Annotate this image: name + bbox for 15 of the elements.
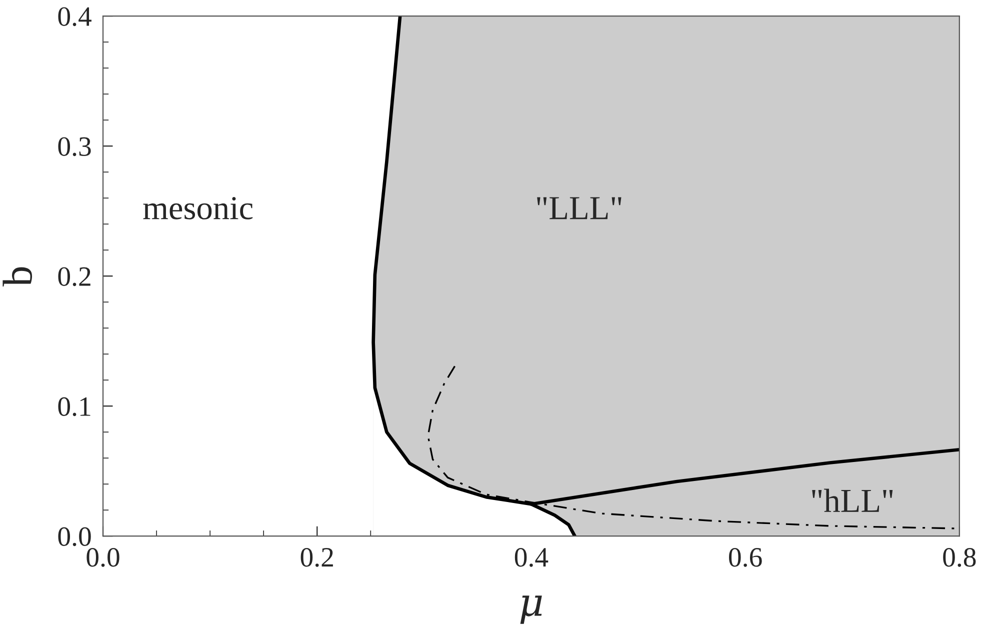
annotation: mesonic: [143, 197, 253, 220]
annotation: "LLL": [537, 197, 622, 220]
annotation: "hLL": [812, 488, 893, 512]
x-tick-label: 0.2: [300, 548, 333, 567]
x-axis-title: μ: [520, 596, 542, 624]
x-tick-label: 0.4: [514, 548, 548, 567]
x-tick-label: 0.8: [943, 548, 976, 567]
x-tick-label: 0.0: [86, 548, 120, 567]
x-tick-label: 0.6: [729, 548, 762, 567]
y-tick-label: 0.0: [58, 527, 91, 546]
y-axis-title: b: [2, 267, 32, 286]
y-tick-label: 0.3: [58, 137, 91, 156]
y-tick-label: 0.2: [58, 267, 90, 286]
y-tick-label: 0.4: [58, 7, 92, 26]
y-tick-label: 0.1: [58, 397, 90, 416]
